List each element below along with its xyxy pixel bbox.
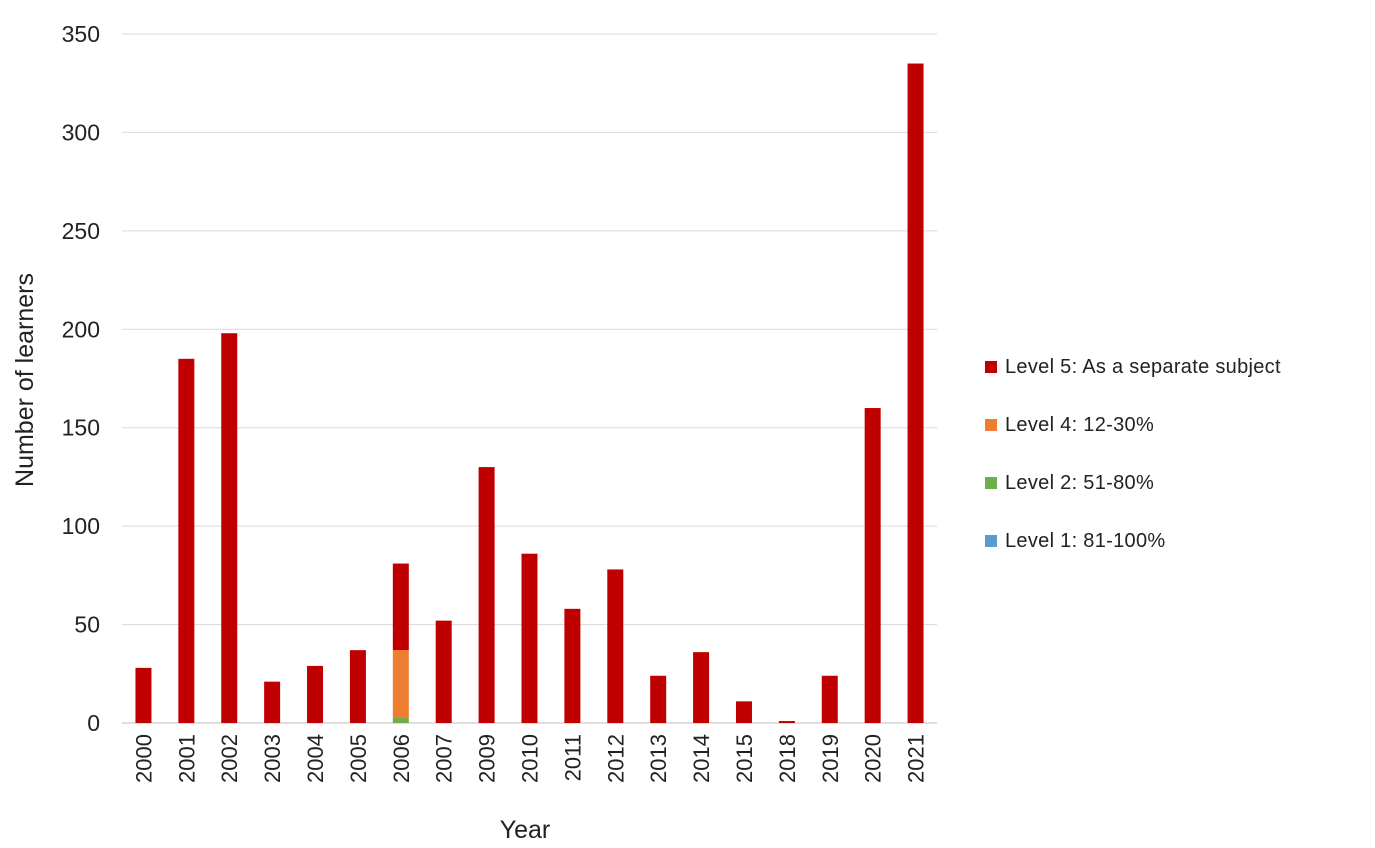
y-axis-label: Number of learners — [11, 273, 39, 487]
bar-segment — [778, 721, 795, 723]
bar-segment — [392, 650, 409, 718]
x-axis-tick-labels: 2000 2001 2002 2003 2004 2005 2006 2007 2009 2010… — [131, 734, 928, 783]
bar-segment — [392, 717, 409, 723]
legend-label: Level 2: 51-80% — [1005, 471, 1155, 494]
x-tick-label: 2014 — [689, 734, 714, 783]
bar-segment — [264, 681, 281, 723]
bar-segment — [221, 333, 238, 723]
bar-segment — [735, 701, 752, 723]
y-tick-label: 100 — [62, 513, 100, 539]
y-tick-label: 200 — [62, 316, 100, 342]
x-tick-label: 2013 — [646, 734, 671, 783]
x-tick-label: 2012 — [603, 734, 628, 783]
x-tick-label: 2002 — [217, 734, 242, 783]
bar-segment — [135, 667, 152, 723]
y-tick-label: 250 — [62, 218, 100, 244]
bar-segment — [607, 569, 624, 723]
bar-segment — [178, 358, 195, 723]
legend-swatch — [985, 535, 997, 547]
bar-segment — [864, 408, 881, 723]
x-tick-label: 2019 — [818, 734, 843, 783]
x-tick-label: 2000 — [131, 734, 156, 783]
x-tick-label: 2003 — [260, 734, 285, 783]
x-tick-label: 2015 — [732, 734, 757, 783]
legend-item: Level 4: 12-30% — [985, 396, 1281, 454]
bar-segment — [521, 553, 538, 723]
bar-segment — [349, 650, 366, 723]
y-tick-label: 50 — [74, 612, 100, 638]
x-axis-label: Year — [500, 816, 551, 844]
legend-label: Level 1: 81-100% — [1005, 529, 1166, 552]
x-tick-label: 2018 — [775, 734, 800, 783]
bar-segment — [392, 563, 409, 651]
bar-segment — [907, 63, 924, 724]
legend-swatch — [985, 477, 997, 489]
bar-segment — [693, 652, 710, 723]
x-tick-label: 2004 — [303, 734, 328, 783]
x-tick-label: 2007 — [432, 734, 457, 783]
x-tick-label: 2005 — [346, 734, 371, 783]
x-tick-label: 2021 — [904, 734, 929, 783]
legend-swatch — [985, 419, 997, 431]
y-tick-label: 300 — [62, 119, 100, 145]
x-tick-label: 2010 — [518, 734, 543, 783]
legend-label: Level 5: As a separate subject — [1005, 355, 1281, 378]
y-tick-label: 150 — [62, 415, 100, 441]
legend-item: Level 5: As a separate subject — [985, 338, 1281, 396]
bar-segment — [435, 620, 452, 723]
legend-item: Level 1: 81-100% — [985, 512, 1281, 570]
legend: Level 5: As a separate subject Level 4: 1… — [985, 338, 1281, 570]
bar-segment — [564, 608, 581, 723]
bar-segment — [478, 467, 495, 723]
x-tick-label: 2001 — [174, 734, 199, 783]
y-tick-label: 0 — [87, 710, 100, 736]
bars — [135, 63, 924, 724]
legend-swatch — [985, 361, 997, 373]
y-axis-tick-labels: 0 50 100 150 200 250 300 350 — [62, 21, 100, 736]
legend-label: Level 4: 12-30% — [1005, 413, 1155, 436]
bar-segment — [307, 665, 324, 723]
bar-segment — [650, 675, 667, 723]
x-tick-label: 2006 — [389, 734, 414, 783]
gridlines — [122, 33, 937, 724]
legend-item: Level 2: 51-80% — [985, 454, 1281, 512]
bar-segment — [821, 675, 838, 723]
x-tick-label: 2009 — [475, 734, 500, 783]
x-tick-label: 2020 — [861, 734, 886, 783]
x-tick-label: 2011 — [560, 734, 585, 781]
y-tick-label: 350 — [62, 21, 100, 47]
